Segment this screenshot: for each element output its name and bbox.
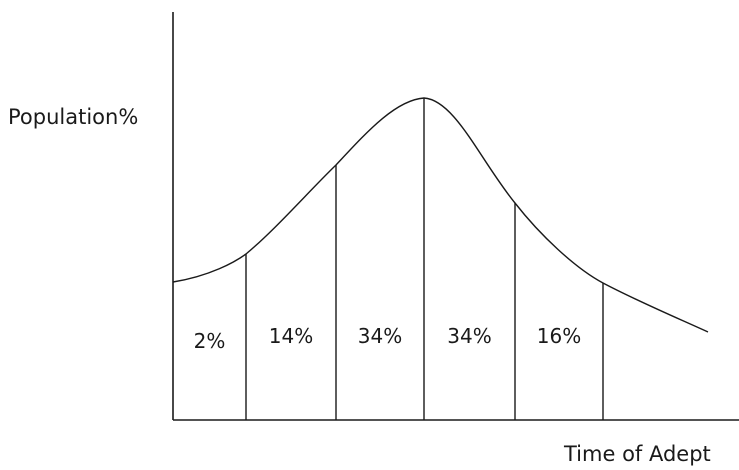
segment-label-1: 2% (194, 329, 226, 353)
axes (172, 12, 739, 421)
segment-label-2: 14% (269, 324, 313, 348)
segment-label-3: 34% (358, 324, 402, 348)
segment-dividers (245, 98, 604, 420)
segment-label-5: 16% (537, 324, 581, 348)
x-axis-label: Time of Adept (563, 442, 711, 466)
segment-label-4: 34% (447, 324, 491, 348)
y-axis-label: Population% (8, 105, 138, 129)
segment-labels: 2% 14% 34% 34% 16% (194, 324, 582, 353)
adoption-curve (172, 97, 709, 333)
